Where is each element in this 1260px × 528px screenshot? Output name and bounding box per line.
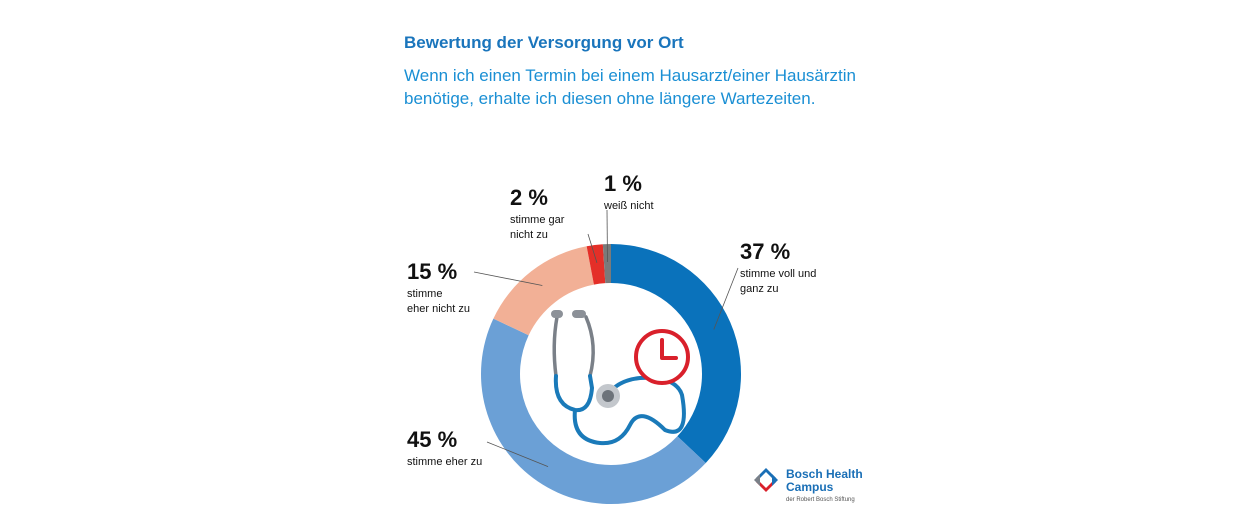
- donut-slice-ehernicht: [493, 246, 594, 336]
- logo-line2: Campus: [786, 480, 834, 494]
- slice-label-ehernicht: 15 % stimme eher nicht zu: [407, 260, 470, 317]
- stethoscope-chest-tube: [553, 374, 686, 446]
- slice-label-eher: 45 % stimme eher zu: [407, 428, 482, 470]
- chart-title: Bewertung der Versorgung vor Ort: [404, 33, 684, 52]
- slice-cat-garnicht-2: nicht zu: [510, 229, 548, 241]
- slice-pct-garnicht: 2 %: [510, 185, 548, 210]
- leader-line-ehernicht: [473, 271, 543, 286]
- slice-cat-ehernicht-1: stimme: [407, 288, 443, 300]
- slice-pct-weiss: 1 %: [604, 171, 642, 196]
- clock-icon: [634, 329, 690, 385]
- slice-pct-ehernicht: 15 %: [407, 259, 458, 284]
- donut-slice-garnicht: [586, 244, 606, 285]
- logo-line1: Bosch Health: [786, 467, 863, 481]
- bosch-logo-icon: [754, 468, 778, 492]
- donut-slice-eher: [481, 318, 706, 505]
- slice-cat-ehernicht-2: eher nicht zu: [407, 303, 470, 315]
- slice-pct-voll: 37 %: [740, 239, 791, 264]
- stethoscope-tube: [552, 315, 595, 378]
- chart-subtitle: Wenn ich einen Termin bei einem Hausarzt…: [404, 66, 856, 108]
- leader-line-eher: [486, 441, 549, 468]
- logo-subtext: der Robert Bosch Stiftung: [786, 497, 855, 503]
- slice-pct-eher: 45 %: [407, 427, 458, 452]
- leader-line-voll: [713, 267, 739, 330]
- slice-label-garnicht: 2 % stimme gar nicht zu: [510, 186, 564, 243]
- slice-cat-voll-1: stimme voll und: [740, 268, 817, 280]
- slice-label-weiss: 1 % weiß nicht: [604, 172, 654, 214]
- stethoscope-icon: [551, 310, 686, 446]
- stethoscope-earpiece-right: [572, 310, 586, 318]
- slice-cat-garnicht-1: stimme gar: [510, 214, 565, 226]
- slice-label-voll: 37 % stimme voll und ganz zu: [740, 240, 816, 297]
- slice-cat-weiss: weiß nicht: [604, 200, 654, 212]
- leader-line-garnicht: [587, 233, 598, 264]
- slice-cat-voll-2: ganz zu: [740, 283, 779, 295]
- donut-slice-weiss: [602, 244, 611, 284]
- slice-cat-eher: stimme eher zu: [407, 456, 483, 468]
- logo-text: Bosch Health Campus: [786, 468, 863, 494]
- stethoscope-earpiece-left: [551, 310, 563, 318]
- donut-slice-voll: [611, 244, 742, 463]
